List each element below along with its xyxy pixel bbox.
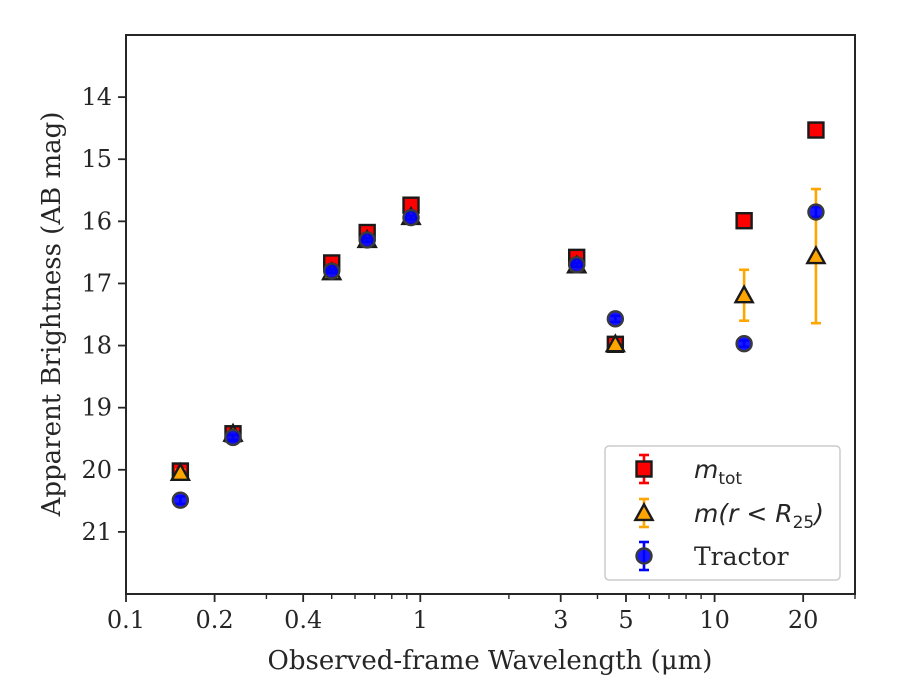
circle-point bbox=[224, 428, 242, 447]
x-tick-label: 0.2 bbox=[196, 606, 234, 634]
legend-box bbox=[604, 445, 841, 581]
y-tick-label: 16 bbox=[81, 207, 112, 235]
legend: mtot m(r < R25) Tractor bbox=[604, 445, 841, 581]
circle-point bbox=[568, 256, 586, 274]
y-axis-label: Apparent Brightness (AB mag) bbox=[37, 112, 67, 518]
y-tick-label: 15 bbox=[81, 145, 112, 173]
legend-label-circle: Tractor bbox=[694, 542, 789, 571]
y-tick-label: 17 bbox=[81, 269, 112, 297]
x-tick-label: 5 bbox=[618, 606, 633, 634]
circle-point bbox=[323, 262, 341, 280]
legend-label-triangle: m(r < R25) bbox=[694, 499, 824, 533]
x-tick-label: 3 bbox=[553, 606, 568, 634]
x-axis-ticks: 0.1 0.2 0.4 1 3 5 10 20 bbox=[107, 594, 856, 634]
triangle-point bbox=[733, 284, 755, 304]
x-tick-label: 10 bbox=[699, 606, 730, 634]
y-tick-label: 19 bbox=[81, 394, 112, 422]
legend-label-square: mtot bbox=[694, 455, 742, 489]
circle-point bbox=[358, 231, 376, 249]
square-point bbox=[735, 212, 753, 230]
x-tick-label: 20 bbox=[788, 606, 819, 634]
x-tick-label: 0.1 bbox=[107, 606, 145, 634]
series-circle bbox=[171, 203, 825, 509]
x-axis-label: Observed-frame Wavelength (μm) bbox=[268, 646, 713, 676]
x-tick-label: 0.4 bbox=[284, 606, 322, 634]
circle-point bbox=[735, 334, 753, 353]
plot-frame bbox=[125, 34, 856, 595]
circle-point bbox=[402, 208, 420, 227]
x-tick-label: 1 bbox=[413, 606, 428, 634]
triangle-point bbox=[604, 333, 627, 353]
circle-point bbox=[606, 310, 625, 328]
triangle-point bbox=[805, 245, 827, 265]
y-axis-ticks: 14 15 16 17 18 19 20 21 bbox=[81, 83, 126, 546]
legend-marker-circle bbox=[635, 547, 653, 565]
data-marks bbox=[169, 121, 827, 509]
circle-point bbox=[807, 203, 825, 221]
y-tick-label: 14 bbox=[81, 83, 112, 111]
circle-point bbox=[171, 491, 190, 509]
y-tick-label: 18 bbox=[81, 332, 112, 360]
y-tick-label: 21 bbox=[81, 518, 112, 546]
legend-marker-square bbox=[635, 460, 653, 478]
square-point bbox=[807, 121, 825, 139]
triangle-point bbox=[169, 461, 192, 481]
y-tick-label: 20 bbox=[81, 456, 112, 484]
legend-marker-triangle bbox=[633, 501, 655, 522]
